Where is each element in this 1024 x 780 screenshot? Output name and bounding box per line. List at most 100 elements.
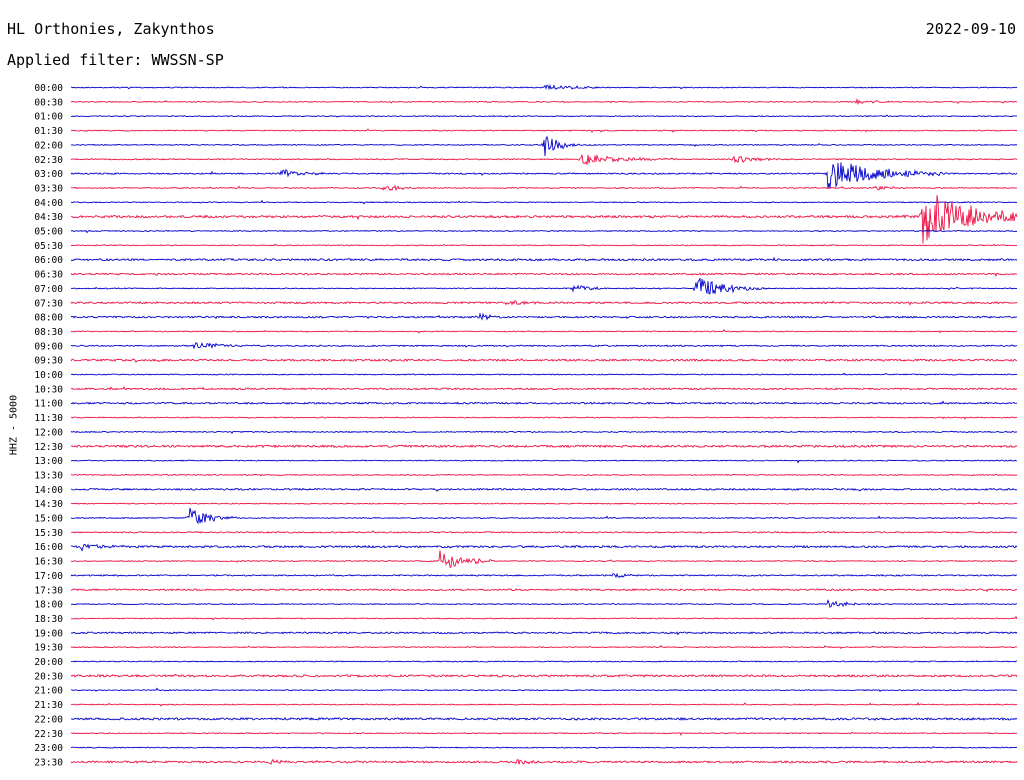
station-title: HL Orthonies, Zakynthos	[7, 20, 215, 38]
trace-line	[70, 758, 1018, 765]
time-tick-label: 21:30	[34, 700, 63, 711]
trace-line	[70, 312, 1018, 321]
trace-line	[70, 328, 1018, 334]
trace-line	[70, 530, 1018, 534]
trace-line	[70, 97, 1018, 106]
time-tick-label: 14:00	[34, 485, 63, 496]
trace-line	[70, 83, 1018, 91]
time-tick-label: 21:00	[34, 686, 63, 697]
trace-line	[70, 229, 1018, 234]
time-tick-label: 09:30	[34, 356, 63, 367]
trace-line	[70, 543, 1018, 552]
trace-line	[70, 243, 1018, 247]
trace-line	[70, 153, 1018, 165]
trace-line	[70, 195, 1018, 244]
time-tick-label: 17:30	[34, 585, 63, 596]
trace-line	[70, 277, 1018, 295]
time-tick-label: 16:30	[34, 557, 63, 568]
trace-line	[70, 162, 1018, 189]
time-tick-label: 11:30	[34, 413, 63, 424]
time-tick-label: 07:30	[34, 298, 63, 309]
time-tick-label: 07:00	[34, 284, 63, 295]
time-tick-label: 12:00	[34, 427, 63, 438]
trace-line	[70, 400, 1018, 405]
trace-line	[70, 199, 1018, 205]
trace-line	[70, 598, 1018, 608]
time-tick-label: 12:30	[34, 442, 63, 453]
time-tick-label: 13:30	[34, 470, 63, 481]
time-tick-label: 06:30	[34, 270, 63, 281]
trace-line	[70, 644, 1018, 650]
time-tick-label: 04:30	[34, 212, 63, 223]
trace-line	[70, 507, 1018, 525]
time-tick-label: 01:30	[34, 126, 63, 137]
time-tick-label: 20:30	[34, 671, 63, 682]
trace-line	[70, 128, 1018, 133]
time-tick-label: 03:30	[34, 183, 63, 194]
trace-line	[70, 272, 1018, 277]
time-tick-label: 14:30	[34, 499, 63, 510]
time-tick-label: 22:00	[34, 714, 63, 725]
trace-line	[70, 487, 1018, 492]
time-tick-label: 15:00	[34, 514, 63, 525]
time-tick-label: 02:30	[34, 155, 63, 166]
time-tick-label: 05:00	[34, 227, 63, 238]
time-tick-label: 17:00	[34, 571, 63, 582]
filter-label: Applied filter: WWSSN-SP	[7, 51, 224, 69]
trace-line	[70, 550, 1018, 568]
time-tick-label: 11:00	[34, 399, 63, 410]
time-tick-label: 05:30	[34, 241, 63, 252]
trace-line	[70, 341, 1018, 350]
time-tick-label: 03:00	[34, 169, 63, 180]
time-tick-label: 00:00	[34, 83, 63, 94]
trace-line	[70, 631, 1018, 636]
time-tick-label: 13:00	[34, 456, 63, 467]
trace-line	[70, 501, 1018, 505]
trace-line	[70, 459, 1018, 464]
time-tick-label: 16:00	[34, 542, 63, 553]
trace-line	[70, 430, 1018, 434]
time-tick-label: 20:00	[34, 657, 63, 668]
time-tick-label: 08:00	[34, 313, 63, 324]
time-tick-label: 15:30	[34, 528, 63, 539]
trace-line	[70, 673, 1018, 678]
time-tick-label: 09:00	[34, 341, 63, 352]
time-tick-label: 02:00	[34, 140, 63, 151]
time-tick-label: 23:30	[34, 757, 63, 768]
trace-line	[70, 716, 1018, 721]
time-tick-label: 08:30	[34, 327, 63, 338]
trace-line	[70, 746, 1018, 749]
trace-line	[70, 731, 1018, 736]
trace-line	[70, 135, 1018, 157]
trace-line	[70, 299, 1018, 306]
trace-line	[70, 386, 1018, 391]
time-tick-label: 18:30	[34, 614, 63, 625]
time-tick-label: 01:00	[34, 112, 63, 123]
trace-line	[70, 660, 1018, 663]
time-tick-label: 22:30	[34, 729, 63, 740]
trace-line	[70, 256, 1018, 262]
time-tick-label: 18:00	[34, 600, 63, 611]
trace-line	[70, 358, 1018, 363]
trace-line	[70, 444, 1018, 449]
trace-line	[70, 416, 1018, 420]
trace-line	[70, 572, 1018, 579]
date-label: 2022-09-10	[925, 20, 1016, 38]
time-tick-label: 10:30	[34, 384, 63, 395]
time-tick-label: 00:30	[34, 97, 63, 108]
time-tick-label: 19:30	[34, 643, 63, 654]
trace-line	[70, 615, 1018, 621]
time-tick-label: 06:00	[34, 255, 63, 266]
time-tick-label: 19:00	[34, 628, 63, 639]
time-tick-label: 10:00	[34, 370, 63, 381]
time-tick-label: 23:00	[34, 743, 63, 754]
trace-line	[70, 687, 1018, 693]
trace-line	[70, 372, 1018, 376]
trace-line	[70, 184, 1018, 192]
trace-line	[70, 114, 1018, 118]
trace-line	[70, 588, 1018, 593]
trace-line	[70, 473, 1018, 477]
trace-line	[70, 702, 1018, 707]
time-tick-label: 04:00	[34, 198, 63, 209]
